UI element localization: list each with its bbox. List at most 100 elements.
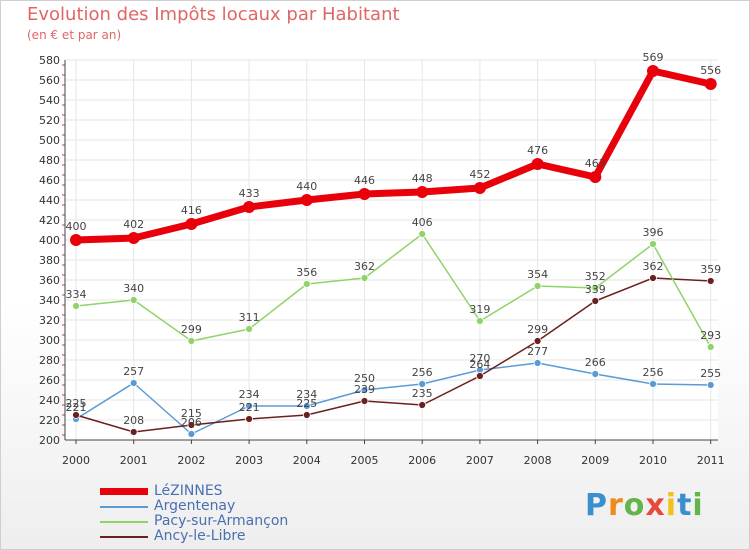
data-label: 334 <box>66 288 87 301</box>
legend-swatch <box>100 521 148 523</box>
x-tick-label: 2002 <box>177 454 205 467</box>
logo-letter: i <box>665 488 678 523</box>
y-tick-label: 260 <box>39 374 60 387</box>
data-label: 221 <box>239 401 260 414</box>
data-point <box>245 325 254 333</box>
legend-label: Argentenay <box>154 498 236 514</box>
data-label: 440 <box>296 180 317 193</box>
data-label: 266 <box>585 356 606 369</box>
y-tick-label: 280 <box>39 354 60 367</box>
data-label: 250 <box>354 372 375 385</box>
data-point <box>70 234 82 246</box>
data-point <box>591 370 600 378</box>
chart-subtitle: (en € et par an) <box>27 28 122 42</box>
data-point <box>649 274 657 282</box>
data-point <box>129 428 138 436</box>
x-tick-label: 2008 <box>524 454 552 467</box>
data-label: 448 <box>412 172 433 185</box>
logo-letter: i <box>692 488 704 523</box>
data-label: 255 <box>700 367 721 380</box>
y-tick-label: 320 <box>39 314 60 327</box>
data-point <box>591 284 600 292</box>
data-label: 362 <box>354 260 375 273</box>
data-label: 208 <box>123 414 144 427</box>
data-label: 359 <box>700 263 721 276</box>
data-label: 206 <box>181 416 202 429</box>
data-point <box>475 317 484 325</box>
data-point <box>185 218 198 230</box>
data-point <box>129 379 138 387</box>
data-point <box>533 359 542 367</box>
y-tick-label: 220 <box>39 414 60 427</box>
data-label: 433 <box>239 187 260 200</box>
data-point <box>187 430 196 438</box>
legend-label: Ancy-le-Libre <box>154 528 246 544</box>
data-label: 277 <box>527 345 548 358</box>
data-label: 257 <box>123 365 144 378</box>
logo-letter: P <box>585 488 608 523</box>
data-point <box>302 411 311 419</box>
legend-item: Ancy-le-Libre <box>100 528 360 544</box>
data-point <box>533 282 542 290</box>
data-label: 446 <box>354 174 375 187</box>
data-label: 356 <box>296 266 317 279</box>
series-line-3 <box>75 277 711 433</box>
data-label: 256 <box>643 366 664 379</box>
chart-legend: LéZINNES Argentenay Pacy-sur-Armançon Ancy-… <box>100 483 360 544</box>
data-label: 396 <box>643 226 664 239</box>
chart-title: Evolution des Impôts locaux par Habitant <box>27 4 400 25</box>
data-point <box>647 65 659 77</box>
y-tick-label: 200 <box>39 434 60 447</box>
plot-area <box>65 60 718 440</box>
data-point <box>129 296 138 304</box>
data-point <box>706 277 715 285</box>
y-tick-label: 520 <box>39 114 60 127</box>
data-label: 221 <box>66 401 87 414</box>
y-tick-label: 420 <box>39 214 60 227</box>
y-tick-label: 480 <box>39 154 60 167</box>
logo-letter: x <box>645 488 666 523</box>
y-tick-label: 440 <box>39 194 60 207</box>
data-point <box>473 182 486 194</box>
data-label: 293 <box>700 329 721 342</box>
data-point <box>649 240 657 248</box>
legend-item: Pacy-sur-Armançon <box>100 513 360 529</box>
y-tick-label: 340 <box>39 294 60 307</box>
data-point <box>127 232 140 244</box>
x-tick-label: 2003 <box>235 454 263 467</box>
x-tick-label: 2009 <box>581 454 609 467</box>
proxiti-logo: Proxiti <box>585 488 704 523</box>
data-label: 406 <box>412 216 433 229</box>
data-label: 256 <box>412 366 433 379</box>
data-label: 402 <box>123 218 144 231</box>
data-label: 340 <box>123 282 144 295</box>
y-tick-label: 300 <box>39 334 60 347</box>
data-label: 463 <box>585 157 606 170</box>
y-tick-label: 240 <box>39 394 60 407</box>
data-point <box>418 380 427 388</box>
data-point <box>706 343 715 351</box>
data-label: 416 <box>181 204 202 217</box>
data-point <box>358 188 371 200</box>
y-tick-label: 400 <box>39 234 60 247</box>
data-point <box>706 381 715 389</box>
data-point <box>360 397 369 405</box>
data-label: 235 <box>412 387 433 400</box>
data-point <box>589 171 602 183</box>
data-point <box>302 280 311 288</box>
x-tick-label: 2004 <box>293 454 321 467</box>
data-label: 476 <box>527 144 548 157</box>
y-tick-label: 560 <box>39 74 60 87</box>
data-label: 215 <box>181 407 202 420</box>
data-label: 234 <box>296 388 317 401</box>
x-tick-label: 2010 <box>639 454 667 467</box>
y-tick-label: 540 <box>39 94 60 107</box>
x-tick-label: 2007 <box>466 454 494 467</box>
x-tick-label: 2001 <box>120 454 148 467</box>
data-point <box>360 274 369 282</box>
logo-letter: r <box>608 488 624 523</box>
y-tick-label: 460 <box>39 174 60 187</box>
data-label: 264 <box>469 358 490 371</box>
legend-swatch <box>100 506 148 508</box>
